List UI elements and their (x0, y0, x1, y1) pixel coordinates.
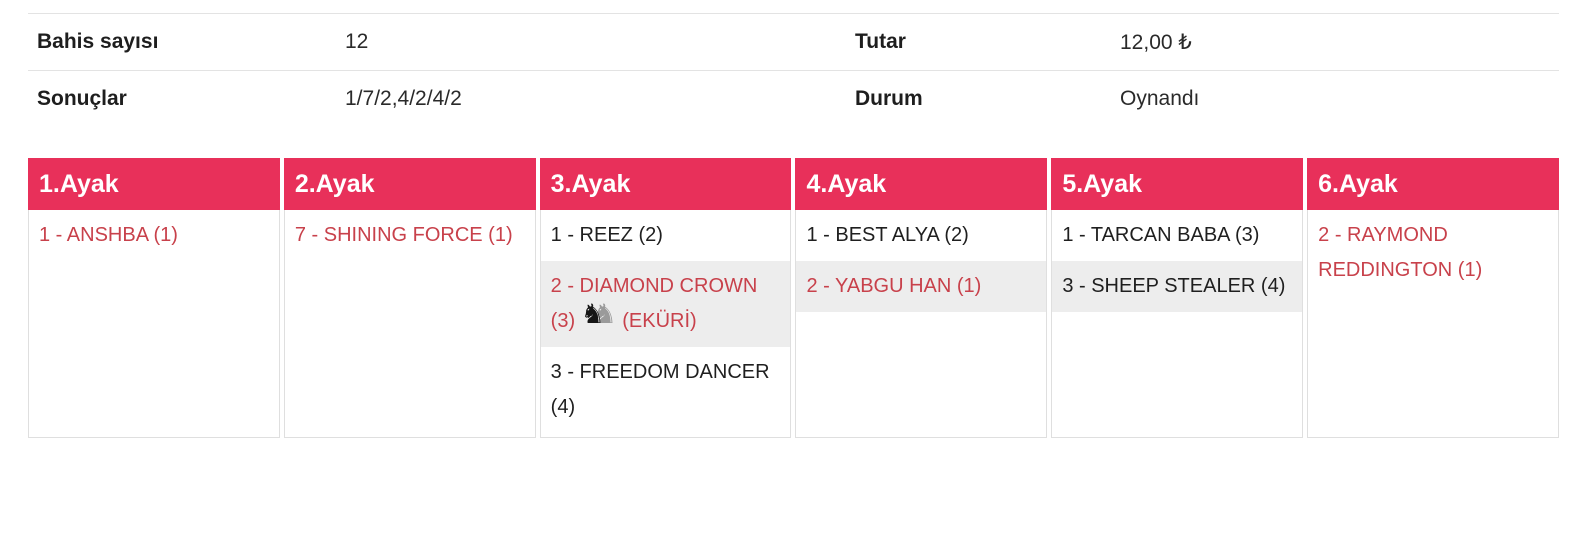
pick-item: 2 - DIAMOND CROWN (3) ♞ ♞ (EKÜRİ) (540, 261, 791, 347)
bet-count-value: 12 (345, 30, 369, 53)
pick-label: 1 - ANSHBA (1) (39, 224, 178, 246)
amount-label: Tutar (855, 30, 906, 53)
leg-column-4: 4.Ayak 1 - BEST ALYA (2) 2 - YABGU HAN (… (795, 158, 1048, 438)
pick-label: 3 - FREEDOM DANCER (4) (550, 361, 770, 418)
horse-head-front-icon: ♞ (580, 299, 605, 329)
leg-header-3: 3.Ayak (539, 158, 792, 210)
leg-body-4: 1 - BEST ALYA (2) 2 - YABGU HAN (1) (795, 210, 1048, 438)
status-value: Oynandı (1120, 87, 1200, 110)
pick-item: 3 - SHEEP STEALER (4) (1052, 261, 1303, 312)
info-row-results: Sonuçlar 1/7/2,4/2/4/2 Durum Oynandı (28, 70, 1559, 127)
pick-item: 1 - BEST ALYA (2) (796, 210, 1046, 261)
leg-header-6: 6.Ayak (1307, 158, 1559, 210)
pick-label: 1 - TARCAN BABA (3) (1062, 224, 1260, 246)
info-table: Bahis sayısı 12 Tutar 12,00 ₺ Sonuçlar 1… (28, 13, 1559, 127)
pick-item: 2 - RAYMOND REDDINGTON (1) (1308, 210, 1558, 296)
leg-body-1: 1 - ANSHBA (1) (28, 210, 280, 438)
status-label: Durum (855, 87, 923, 110)
pick-label: 2 - DIAMOND CROWN (3) (550, 275, 758, 332)
results-label: Sonuçlar (37, 87, 127, 110)
bet-count-label: Bahis sayısı (37, 30, 159, 53)
leg-column-2: 2.Ayak 7 - SHINING FORCE (1) (283, 158, 536, 438)
ekuri-horse-heads-icon: ♞ ♞ (581, 301, 617, 331)
leg-column-6: 6.Ayak 2 - RAYMOND REDDINGTON (1) (1307, 158, 1559, 438)
leg-body-6: 2 - RAYMOND REDDINGTON (1) (1307, 210, 1559, 438)
leg-column-3: 3.Ayak 1 - REEZ (2) 2 - DIAMOND CROWN (3… (539, 158, 792, 438)
pick-label: 1 - REEZ (2) (550, 224, 663, 246)
leg-body-2: 7 - SHINING FORCE (1) (283, 210, 536, 438)
results-value: 1/7/2,4/2/4/2 (345, 87, 462, 110)
pick-label: 7 - SHINING FORCE (1) (294, 224, 513, 246)
leg-header-2: 2.Ayak (283, 158, 536, 210)
pick-item: 3 - FREEDOM DANCER (4) (541, 347, 791, 433)
pick-item: 1 - TARCAN BABA (3) (1052, 210, 1302, 261)
coupon-legs-table: 1.Ayak 1 - ANSHBA (1) 2.Ayak 7 - SHINING… (28, 158, 1559, 438)
pick-item: 2 - YABGU HAN (1) (796, 261, 1047, 312)
pick-label: 3 - SHEEP STEALER (4) (1062, 275, 1286, 297)
info-row-bet-count: Bahis sayısı 12 Tutar 12,00 ₺ (28, 13, 1559, 70)
leg-body-5: 1 - TARCAN BABA (3) 3 - SHEEP STEALER (4… (1051, 210, 1304, 438)
pick-label: 2 - YABGU HAN (1) (806, 275, 982, 297)
ekuri-label: (EKÜRİ) (622, 310, 697, 332)
bet-detail-panel: Bahis sayısı 12 Tutar 12,00 ₺ Sonuçlar 1… (28, 13, 1559, 438)
horse-head-back-icon: ♞ (592, 299, 617, 329)
leg-header-1: 1.Ayak (28, 158, 280, 210)
leg-column-1: 1.Ayak 1 - ANSHBA (1) (28, 158, 280, 438)
pick-item: 1 - REEZ (2) (541, 210, 791, 261)
leg-column-5: 5.Ayak 1 - TARCAN BABA (3) 3 - SHEEP STE… (1051, 158, 1304, 438)
amount-value: 12,00 ₺ (1120, 30, 1192, 54)
leg-header-4: 4.Ayak (795, 158, 1048, 210)
pick-item: 7 - SHINING FORCE (1) (285, 210, 535, 261)
pick-item: 1 - ANSHBA (1) (29, 210, 279, 261)
leg-header-5: 5.Ayak (1051, 158, 1304, 210)
pick-label: 1 - BEST ALYA (2) (806, 224, 969, 246)
leg-body-3: 1 - REEZ (2) 2 - DIAMOND CROWN (3) ♞ ♞ (E… (539, 210, 792, 438)
pick-label: 2 - RAYMOND REDDINGTON (1) (1318, 224, 1483, 281)
